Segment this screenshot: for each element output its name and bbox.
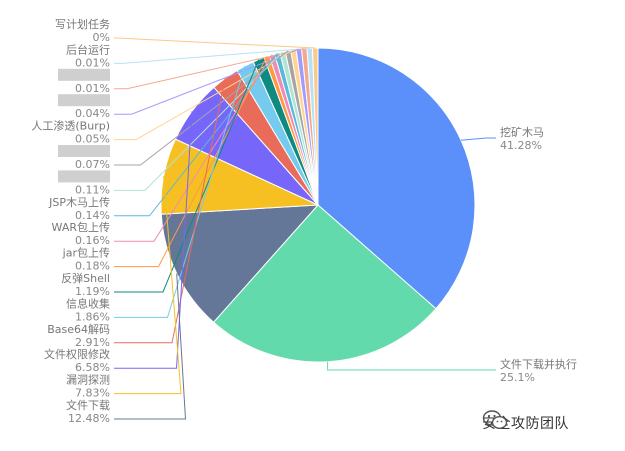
slice-label: 文件下载 [66, 398, 110, 412]
leader-line [460, 137, 496, 141]
slice-percent: 12.48% [68, 412, 110, 425]
slice-label: jar包上传 [62, 247, 110, 260]
leader-line [114, 51, 283, 191]
slice-label: 信息收集 [66, 296, 110, 310]
leader-line [114, 47, 310, 64]
leader-line [114, 54, 273, 242]
slice-percent: 0.01% [75, 82, 110, 95]
slice-percent: 25.1% [500, 371, 535, 384]
slice-percent: 41.28% [500, 139, 542, 152]
slice-percent: 0.18% [75, 260, 110, 273]
leader-line [114, 65, 246, 318]
leader-line [114, 50, 289, 166]
slice-label: Base64解码 [47, 322, 110, 336]
slice-label: WAR包上传 [52, 221, 110, 234]
slice-percent: 0.14% [75, 209, 110, 222]
leader-line [114, 59, 260, 293]
wechat-icon [482, 410, 508, 430]
slice-percent: 1.86% [75, 310, 110, 323]
slice-percent: 0.01% [75, 56, 110, 69]
slice-label: JSP木马上传 [48, 196, 110, 209]
slice-percent: 6.58% [75, 361, 110, 374]
redacted-label [58, 145, 110, 157]
pie-slice [160, 204, 320, 323]
pie-slice [317, 47, 476, 310]
slice-label: 人工渗透(Burp) [31, 119, 110, 133]
leader-line [114, 175, 182, 395]
leader-line [114, 273, 187, 420]
slice-label: 后台运行 [66, 42, 110, 56]
slice-percent: 0.11% [75, 183, 110, 196]
leader-line [114, 37, 316, 49]
slice-percent: 1.19% [75, 285, 110, 298]
redacted-label [58, 94, 110, 107]
redacted-label [58, 170, 110, 183]
leader-line [114, 48, 305, 90]
slice-percent: 0.04% [75, 107, 110, 120]
slice-label: 漏洞探测 [66, 374, 110, 387]
slice-percent: 0% [93, 31, 110, 44]
slice-percent: 0.05% [75, 133, 110, 146]
leader-line [327, 361, 496, 371]
watermark: 安全攻防团队 [482, 409, 569, 437]
leader-line [114, 48, 299, 115]
leader-line [114, 53, 278, 217]
slice-percent: 7.83% [75, 387, 110, 400]
leader-line [114, 111, 193, 369]
slice-percent: 2.91% [75, 336, 110, 349]
leader-line [114, 78, 226, 344]
slice-label: 反弹Shell [61, 271, 110, 285]
slice-label: 写计划任务 [55, 18, 110, 31]
slice-percent: 0.07% [75, 158, 110, 171]
slice-percent: 0.16% [75, 234, 110, 247]
redacted-label [58, 68, 110, 81]
slice-label: 挖矿木马 [500, 125, 544, 139]
slice-label: 文件权限修改 [44, 347, 110, 361]
slice-label: 文件下载并执行 [500, 357, 577, 371]
